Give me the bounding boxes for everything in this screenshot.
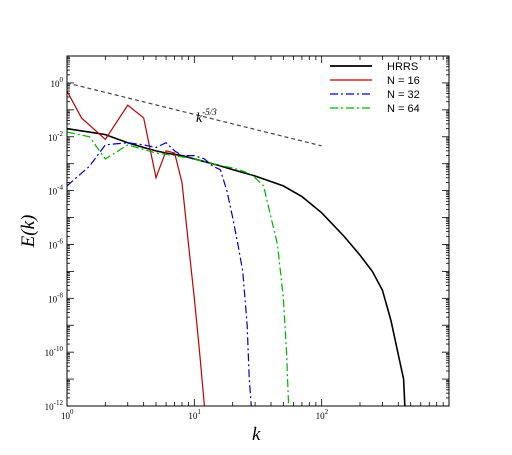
legend-label: N = 32 — [387, 89, 420, 101]
y-tick-labels: 100 10-2 10-4 10-6 10-8 10-10 10-12 — [45, 76, 64, 412]
legend-label: N = 64 — [387, 103, 420, 115]
y-tick-label: 100 — [51, 76, 64, 89]
series-line-n-16 — [66, 90, 206, 407]
y-tick-label: 10-4 — [48, 184, 63, 197]
x-tick-label: 101 — [188, 408, 201, 421]
slope-annotation: k-5/3 — [196, 107, 217, 126]
reference-slope-line — [66, 82, 322, 147]
x-axis-label: k — [252, 424, 261, 445]
legend-label: HRRS — [387, 61, 418, 73]
legend: HRRS N = 16 N = 32 N = 64 — [330, 61, 420, 115]
x-tick-labels: 100 101 102 — [61, 408, 329, 421]
y-tick-label: 10-12 — [45, 399, 64, 412]
y-tick-label: 10-10 — [45, 345, 64, 358]
y-tick-label: 10-2 — [48, 130, 63, 143]
y-axis-label: E(k) — [18, 215, 39, 249]
series-line-n-64 — [66, 131, 290, 407]
series-line-hrrs — [66, 127, 406, 407]
legend-label: N = 16 — [387, 75, 420, 87]
y-tick-label: 10-8 — [48, 291, 63, 304]
annotation-exponent: -5/3 — [202, 107, 217, 117]
y-tick-label: 10-6 — [48, 237, 63, 250]
series-line-n-32 — [66, 142, 252, 407]
x-tick-label: 102 — [316, 408, 329, 421]
annotation-base: k — [196, 111, 203, 126]
x-tick-label: 100 — [61, 408, 74, 421]
plot-frame — [66, 55, 450, 407]
series-layer — [66, 82, 406, 407]
